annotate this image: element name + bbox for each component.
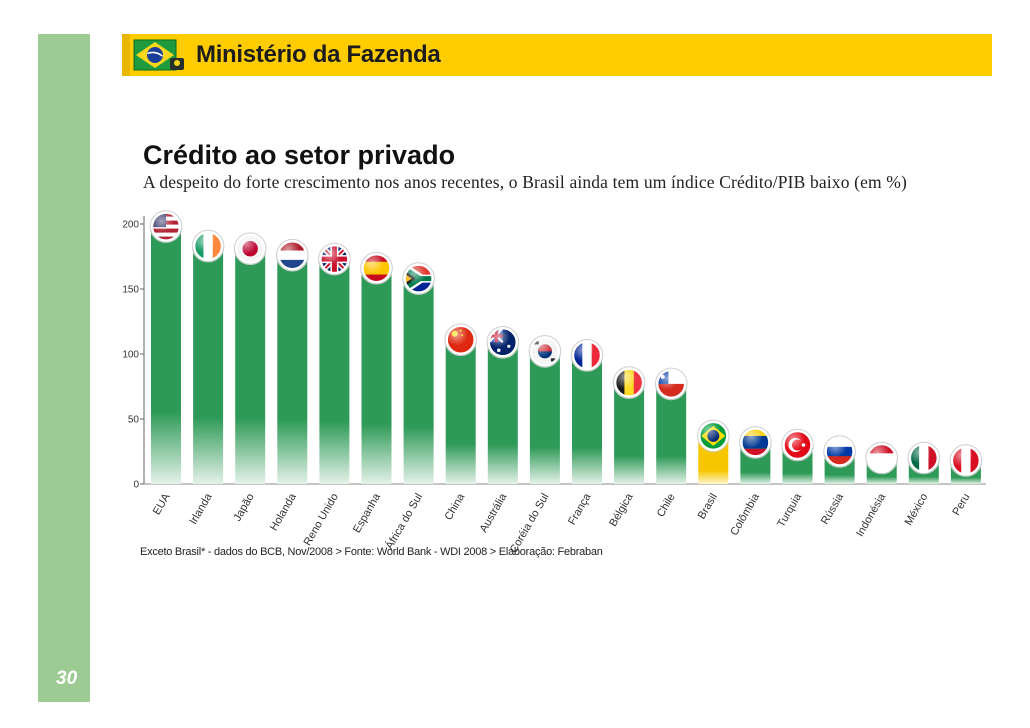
category-label: Turquia	[775, 491, 804, 530]
flag-ring	[866, 442, 897, 474]
flag-icon	[615, 368, 644, 397]
flag-ring-outline	[360, 251, 393, 285]
flag-ring	[403, 263, 434, 294]
flag-ring-outline	[528, 335, 562, 368]
flag-ring-outline	[402, 262, 435, 295]
flag-ring-outline	[612, 366, 646, 399]
bar	[151, 226, 181, 484]
flag-ring	[234, 233, 266, 264]
bar	[403, 278, 434, 484]
flag-ring-outline	[276, 238, 309, 272]
y-tick-label: 200	[122, 220, 139, 231]
flag-ring-outline	[233, 232, 267, 265]
flag-ring-outline	[823, 435, 856, 468]
page-number: 30	[56, 668, 78, 689]
flag-ring	[361, 252, 392, 284]
bar	[361, 268, 392, 484]
flag-ring	[950, 445, 982, 476]
slide-subtitle: A despeito do forte crescimento nos anos…	[143, 172, 908, 192]
flag-ring-outline	[739, 426, 772, 459]
flag-icon	[573, 341, 601, 370]
flag-ring-outline	[697, 419, 730, 453]
flag-ring	[571, 340, 603, 371]
category-label: Austrália	[478, 491, 510, 535]
flag-ring-outline	[570, 339, 604, 372]
flag-ring	[740, 427, 771, 458]
brazil-flag-logo-icon	[133, 39, 184, 71]
bar	[572, 355, 602, 484]
flag-ring	[698, 420, 729, 452]
flag-icon	[657, 369, 686, 398]
category-label: Chile	[655, 492, 678, 520]
category-label: Holanda	[268, 491, 299, 533]
bar	[319, 259, 350, 484]
flag-ring	[655, 368, 687, 400]
flag-ring	[613, 367, 645, 398]
flag-icon	[867, 444, 896, 472]
flag-icon	[909, 444, 938, 472]
y-tick-label: 100	[122, 350, 139, 361]
category-label: Irlanda	[187, 491, 215, 527]
flag-icon	[951, 446, 980, 475]
bar	[193, 246, 224, 484]
y-tick-label: 0	[133, 480, 139, 491]
flag-ring	[782, 429, 813, 461]
category-label: Espanha	[351, 491, 384, 535]
flag-ring-outline	[318, 242, 351, 276]
header-bar-edge	[122, 34, 130, 76]
flag-ring	[529, 336, 561, 367]
flag-ring-outline	[907, 441, 941, 475]
flag-ring	[908, 442, 940, 474]
category-label: China	[443, 491, 468, 523]
flag-ring	[824, 436, 855, 467]
category-label: Reno Unido	[302, 492, 341, 548]
flag-ring	[445, 324, 476, 355]
bar	[656, 383, 687, 484]
bar	[614, 382, 645, 484]
bar	[445, 339, 476, 484]
category-label: EUA	[151, 491, 173, 517]
flag-ring-outline	[781, 428, 814, 462]
flag-ring-outline	[865, 441, 899, 475]
flag-icon	[278, 241, 307, 270]
category-label: Japão	[231, 492, 256, 524]
y-tick-label: 50	[128, 415, 140, 426]
flag-ring-outline	[149, 210, 183, 243]
category-label: Peru	[950, 492, 972, 518]
category-label: Colômbia	[728, 491, 762, 538]
left-green-band	[38, 34, 90, 702]
flag-ring-outline	[191, 229, 225, 263]
category-label: África do Sul	[383, 491, 425, 552]
category-label: México	[903, 492, 931, 528]
category-label: Bélgica	[607, 491, 636, 529]
flag-ring-outline	[654, 367, 688, 401]
flag-icon	[404, 264, 433, 293]
category-label: Brasil	[696, 492, 720, 522]
flag-ring-outline	[444, 323, 478, 357]
bar	[487, 342, 518, 484]
header-bar	[122, 34, 992, 76]
flag-ring	[192, 230, 224, 262]
flag-icon	[194, 232, 223, 261]
category-label: Rússia	[819, 491, 847, 527]
bar	[529, 351, 560, 484]
source-note: Exceto Brasil* - dados do BCB, Nov/2008 …	[140, 546, 603, 558]
ministry-title: Ministério da Fazenda	[196, 41, 441, 68]
flag-ring-outline	[949, 444, 983, 477]
flag-icon	[825, 437, 854, 466]
flag-ring	[487, 327, 519, 358]
flag-ring	[277, 239, 308, 271]
category-label: França	[566, 491, 594, 527]
flag-ring	[319, 243, 350, 275]
y-tick-label: 150	[122, 285, 139, 296]
bar	[235, 248, 266, 484]
bar	[277, 255, 308, 484]
category-label: Indonésia	[854, 491, 889, 539]
flag-ring-outline	[486, 326, 520, 359]
slide-title: Crédito ao setor privado	[143, 140, 456, 170]
flag-ring	[150, 211, 182, 242]
